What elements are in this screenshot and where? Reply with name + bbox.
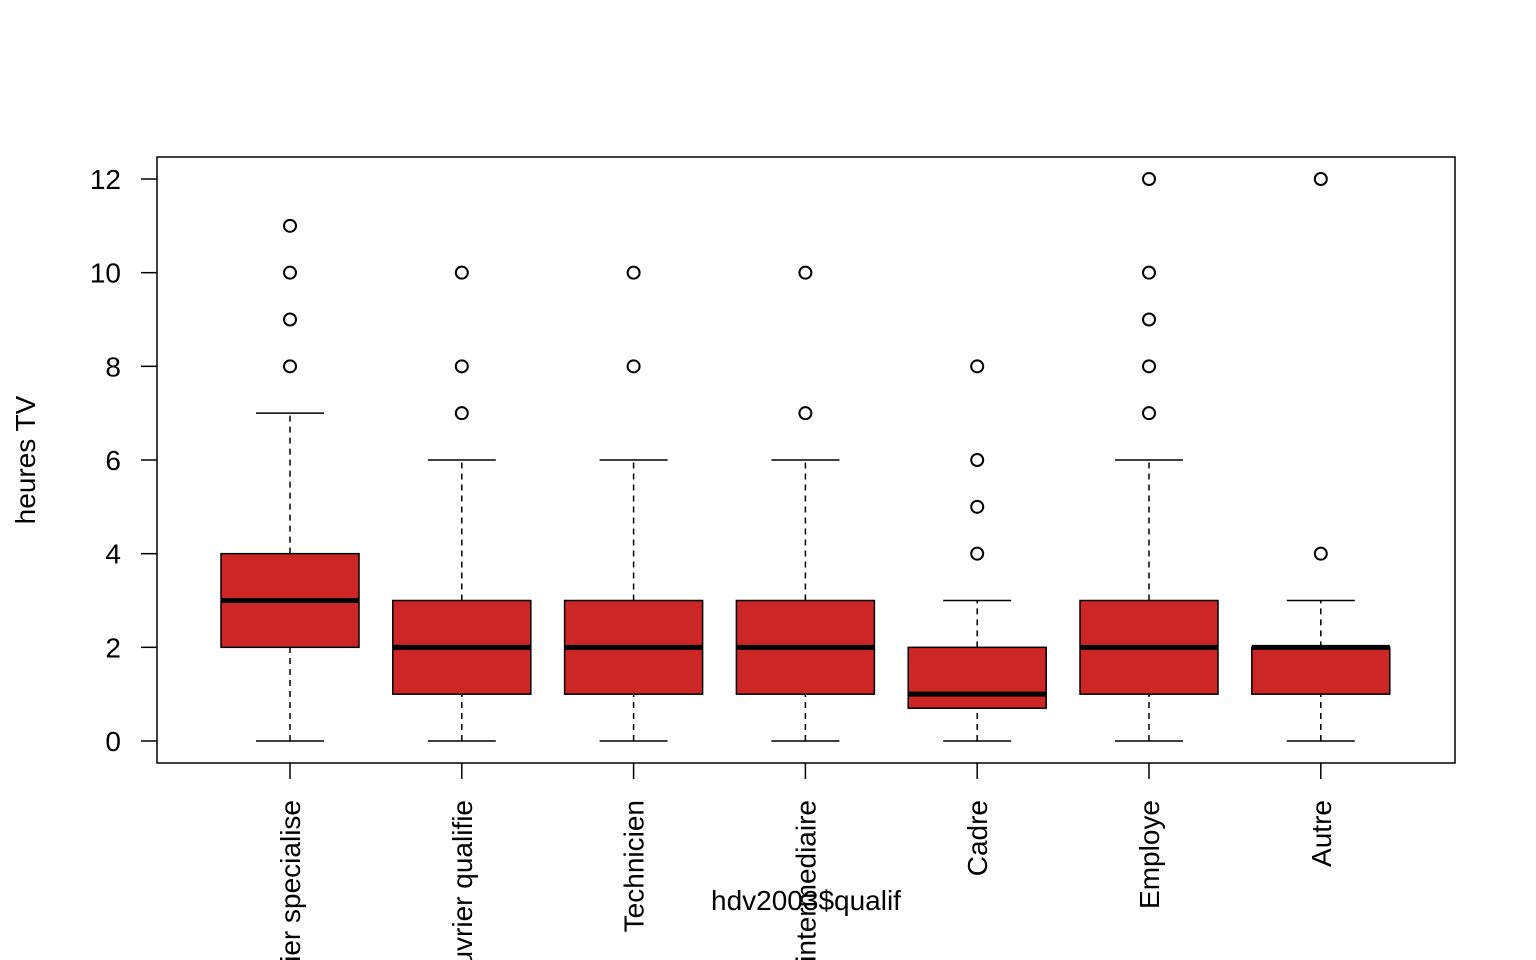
outlier	[283, 359, 297, 374]
outlier	[970, 546, 985, 561]
outlier	[283, 218, 297, 233]
outlier	[454, 265, 469, 280]
y-tick-label: 4	[105, 539, 121, 570]
y-tick-label: 2	[105, 632, 121, 663]
box	[1251, 646, 1391, 695]
outlier	[283, 312, 297, 327]
x-tick-label: Autre	[1306, 800, 1337, 867]
outlier	[454, 359, 469, 374]
outlier	[970, 359, 985, 374]
outlier	[798, 265, 813, 280]
x-axis-title: hdv2003$qualif	[711, 885, 901, 916]
outlier	[970, 499, 985, 514]
x-tick-label: Ouvrier qualifie	[447, 800, 478, 960]
x-tick-label: Profession intermediaire	[790, 800, 821, 960]
outlier	[1142, 406, 1156, 421]
outlier	[626, 265, 641, 280]
outlier	[798, 406, 813, 421]
y-tick-label: 10	[90, 258, 121, 289]
outlier	[1142, 359, 1156, 374]
box	[907, 646, 1047, 709]
x-tick-label: Employe	[1134, 800, 1165, 909]
outlier	[626, 359, 641, 374]
outlier	[454, 406, 469, 421]
y-tick-label: 12	[90, 164, 121, 195]
x-tick-label: Technicien	[619, 800, 650, 932]
outlier	[970, 453, 985, 467]
outlier	[1142, 172, 1156, 187]
y-tick-label: 0	[105, 726, 121, 757]
y-tick-label: 8	[105, 351, 121, 382]
x-tick-label: Ouvrier specialise	[275, 800, 306, 960]
outlier	[283, 265, 297, 280]
x-tick-label: Cadre	[962, 800, 993, 876]
outlier	[1142, 312, 1156, 327]
outlier	[1313, 172, 1328, 187]
outlier	[1313, 546, 1328, 561]
y-axis-title: heures TV	[10, 395, 41, 524]
y-tick-label: 6	[105, 445, 121, 476]
outlier	[1142, 265, 1156, 280]
